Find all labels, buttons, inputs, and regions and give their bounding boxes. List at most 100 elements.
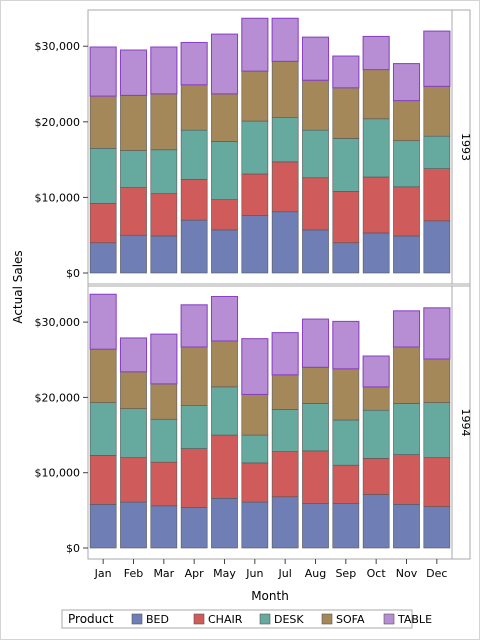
bar-desk-may — [211, 386, 238, 436]
bar-desk-mar — [150, 418, 178, 463]
bar-sofa-jan — [89, 348, 117, 403]
legend-title: Product — [68, 612, 114, 626]
bar-top-outline — [180, 304, 208, 348]
bar-top-outline — [423, 307, 451, 360]
bar-sofa-jan — [89, 95, 117, 149]
bar-table-dec — [423, 307, 451, 360]
bar-chair-apr — [180, 448, 208, 508]
panel-label: 1993 — [459, 133, 472, 161]
x-tick-label: Mar — [153, 567, 174, 580]
x-tick-label: Jun — [245, 567, 263, 580]
bar-chair-jul — [271, 161, 299, 213]
bar-sofa-dec — [423, 358, 451, 403]
legend-label-sofa: SOFA — [336, 613, 365, 626]
bar-table-aug — [302, 318, 329, 368]
bar-sofa-oct — [362, 386, 390, 411]
bar-bed-aug — [302, 503, 329, 549]
x-tick-label: Oct — [367, 567, 387, 580]
bar-bed-oct — [362, 232, 390, 274]
bar-top-outline — [241, 17, 269, 72]
bar-sofa-jul — [271, 61, 299, 118]
bar-desk-nov — [393, 403, 420, 455]
bar-sofa-apr — [180, 346, 208, 406]
x-tick-label: Dec — [426, 567, 447, 580]
bar-table-may — [211, 33, 238, 95]
bar-table-jun — [241, 338, 269, 395]
bar-table-dec — [423, 30, 451, 87]
bar-sofa-may — [211, 340, 238, 388]
bar-chair-may — [211, 199, 238, 231]
x-tick-label: Feb — [124, 567, 143, 580]
y-tick-label: $0 — [66, 542, 80, 555]
bar-chair-mar — [150, 193, 178, 237]
bar-chair-jan — [89, 455, 117, 505]
bar-chair-dec — [423, 457, 451, 507]
bar-top-outline — [301, 36, 330, 81]
bar-sofa-feb — [120, 371, 147, 410]
bar-top-outline — [150, 46, 178, 95]
legend-swatch-chair — [193, 613, 205, 625]
x-tick-label: Nov — [396, 567, 418, 580]
x-tick-label: Aug — [305, 567, 326, 580]
bar-chair-nov — [393, 186, 420, 237]
legend: Product BED CHAIR DESK SOFA TABLE — [61, 609, 432, 629]
bar-desk-dec — [423, 402, 451, 458]
y-tick-label: $10,000 — [35, 191, 81, 204]
bar-desk-aug — [302, 403, 329, 452]
bar-desk-jun — [241, 434, 269, 464]
panel-1993: 1993 $0 $10,000 $20,000 $30,000 — [35, 9, 472, 285]
bar-chair-sep — [332, 191, 360, 244]
bar-top-outline — [362, 355, 390, 388]
x-axis-label: Month — [251, 589, 289, 603]
x-tick-label: Sep — [335, 567, 356, 580]
x-tick-label: Jul — [278, 567, 292, 580]
y-axis-label: Actual Sales — [11, 250, 25, 323]
bar-bed-sep — [332, 503, 360, 549]
bar-table-nov — [393, 63, 420, 101]
bar-bed-apr — [180, 507, 208, 549]
bar-bed-dec — [423, 220, 451, 274]
legend-swatch-desk — [259, 613, 271, 625]
legend-label-desk: DESK — [274, 613, 304, 626]
bar-bed-may — [211, 229, 238, 274]
bar-chair-oct — [362, 176, 390, 234]
bar-bed-mar — [150, 505, 178, 549]
bar-table-jul — [271, 17, 299, 62]
bar-sofa-nov — [393, 346, 420, 404]
bar-desk-apr — [180, 405, 208, 449]
bar-bed-jul — [271, 211, 299, 274]
bar-sofa-apr — [180, 84, 208, 131]
bar-top-outline — [89, 46, 117, 97]
bar-desk-aug — [302, 129, 329, 179]
bar-top-outline — [423, 30, 451, 87]
bar-desk-jan — [89, 402, 117, 456]
bar-table-sep — [332, 321, 360, 370]
bar-sofa-mar — [150, 383, 178, 420]
bar-top-outline — [241, 338, 269, 395]
bar-top-outline — [301, 318, 330, 368]
bar-desk-mar — [150, 149, 178, 194]
bar-sofa-aug — [302, 366, 329, 404]
bar-table-feb — [120, 49, 147, 96]
bar-chair-may — [211, 434, 238, 499]
bar-desk-feb — [120, 150, 147, 188]
y-tick-label: $20,000 — [35, 391, 81, 404]
bar-bed-jan — [89, 504, 117, 549]
y-tick-label: $30,000 — [35, 40, 81, 53]
bar-top-outline — [392, 63, 421, 102]
bar-chair-dec — [423, 168, 451, 222]
bar-top-outline — [362, 35, 390, 71]
bar-chair-feb — [120, 187, 147, 236]
bar-top-outline — [119, 337, 148, 373]
bar-bed-nov — [393, 504, 420, 549]
bar-sofa-jun — [241, 394, 269, 436]
bar-table-feb — [120, 337, 147, 373]
bar-desk-jul — [271, 409, 299, 452]
bar-top-outline — [150, 333, 178, 385]
bar-sofa-dec — [423, 85, 451, 137]
x-tick-label: May — [213, 567, 236, 580]
bar-bed-aug — [302, 229, 329, 274]
bar-chair-apr — [180, 178, 208, 221]
bar-desk-apr — [180, 129, 208, 180]
